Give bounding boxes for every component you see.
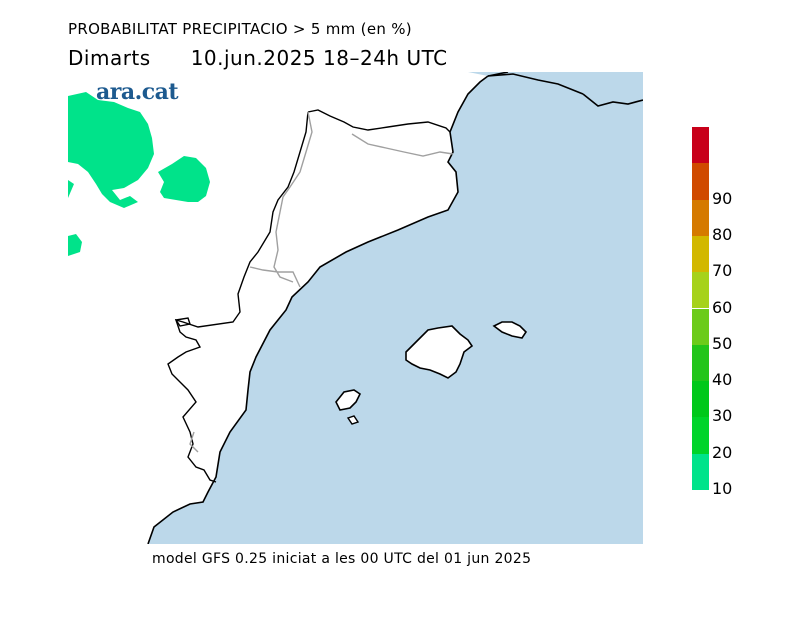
sea-area (148, 72, 643, 544)
legend-swatch (692, 127, 709, 164)
legend-label: 90 (712, 188, 733, 208)
mallorca-island (405, 325, 474, 379)
legend-label: 60 (712, 297, 733, 317)
legend-label: 80 (712, 224, 733, 244)
legend-label: 30 (712, 406, 733, 426)
legend-label: 10 (712, 479, 733, 498)
eivissa-island (335, 389, 362, 411)
legend-label: 70 (712, 261, 733, 281)
precip-area-southwest (68, 234, 82, 256)
legend-swatch (692, 453, 709, 490)
legend-swatch (692, 163, 709, 200)
legend-swatch (692, 381, 709, 418)
precipitation-map (68, 72, 643, 544)
aracat-logo: ara.cat (96, 79, 179, 105)
legend-swatch (692, 272, 709, 309)
date-range-label: 10.jun.2025 18–24h UTC (190, 46, 448, 70)
menorca-island (492, 321, 528, 339)
country-border (167, 109, 451, 483)
precip-area-central (158, 156, 210, 202)
legend-swatch (692, 199, 709, 236)
map-title: PROBABILITAT PRECIPITACIO > 5 mm (en %) (68, 20, 412, 38)
legend-swatch (692, 235, 709, 273)
model-info-footer: model GFS 0.25 iniciat a les 00 UTC del … (152, 551, 532, 567)
legend-swatch (692, 308, 709, 345)
legend-label: 20 (712, 442, 733, 462)
legend-label: 40 (712, 370, 733, 390)
legend-swatch (692, 417, 709, 454)
precip-area-west (68, 180, 74, 198)
day-label: Dimarts (68, 46, 151, 70)
map-subtitle: Dimarts 10.jun.2025 18–24h UTC (68, 46, 448, 70)
legend-label: 50 (712, 333, 733, 353)
formentera-island (346, 415, 360, 425)
regional-border (189, 111, 454, 453)
precip-area-northwest (68, 92, 154, 208)
legend-swatch (692, 344, 709, 382)
